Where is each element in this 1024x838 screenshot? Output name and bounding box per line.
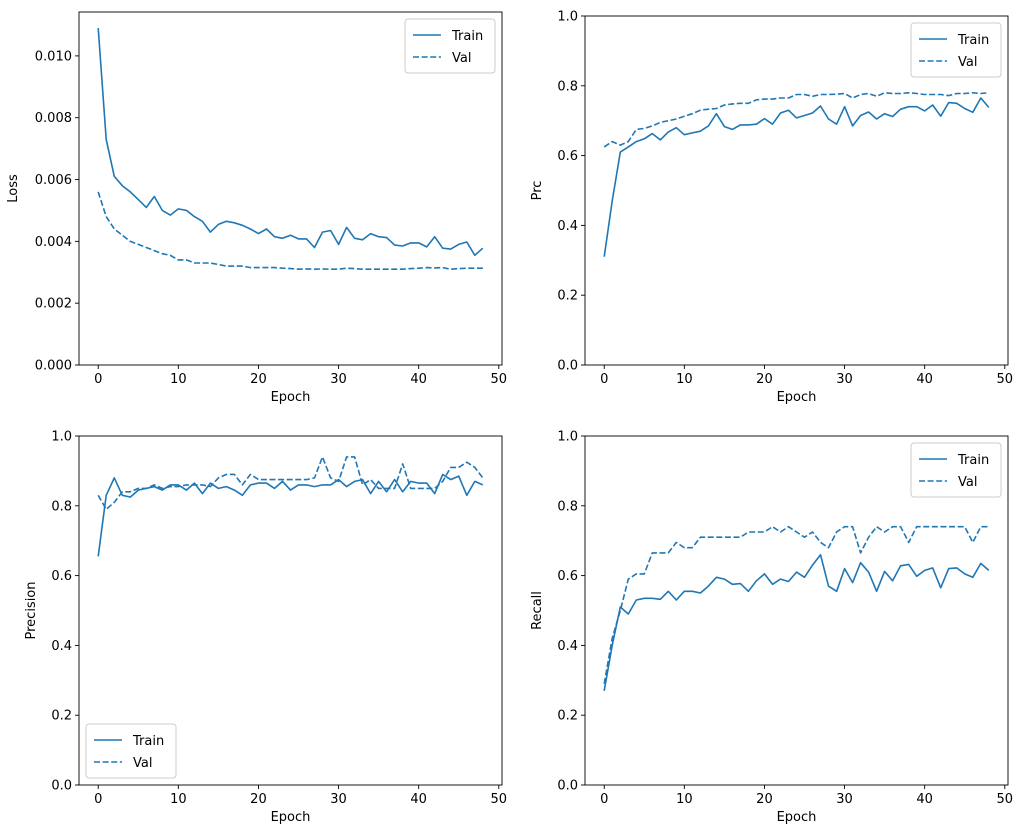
x-tick-label: 50 bbox=[491, 792, 508, 807]
legend-label-val: Val bbox=[133, 756, 152, 771]
legend-box bbox=[910, 442, 1002, 498]
series-line-val bbox=[603, 525, 989, 684]
x-tick-label: 40 bbox=[410, 792, 427, 807]
y-tick-label: 0.4 bbox=[557, 639, 578, 654]
x-tick-label: 50 bbox=[491, 372, 508, 387]
series-line-train bbox=[603, 553, 990, 691]
x-tick-label: 10 bbox=[676, 372, 693, 387]
y-tick-label: 0.2 bbox=[51, 709, 72, 724]
x-tick-label: 0 bbox=[94, 792, 102, 807]
axes-frame bbox=[584, 15, 1009, 366]
y-tick-label: 0.4 bbox=[557, 219, 578, 234]
x-tick-label: 50 bbox=[997, 372, 1014, 387]
x-tick-label: 20 bbox=[250, 792, 267, 807]
x-tick-label: 20 bbox=[756, 372, 773, 387]
legend: Train Val bbox=[85, 723, 177, 779]
series-line-val bbox=[603, 92, 989, 148]
x-tick-label: 10 bbox=[676, 792, 693, 807]
axes-frame bbox=[584, 435, 1009, 786]
y-axis-label: Recall bbox=[530, 591, 545, 630]
x-tick-label: 0 bbox=[600, 792, 608, 807]
x-axis-label: Epoch bbox=[777, 810, 817, 825]
series-line-train bbox=[603, 97, 990, 257]
legend-box bbox=[404, 18, 496, 74]
y-tick-label: 0.002 bbox=[35, 297, 72, 312]
series-line-val bbox=[97, 191, 483, 271]
x-tick-label: 40 bbox=[916, 792, 933, 807]
x-tick-label: 50 bbox=[997, 792, 1014, 807]
y-tick-label: 0.006 bbox=[35, 173, 72, 188]
x-axis-label: Epoch bbox=[271, 390, 311, 405]
x-tick-label: 30 bbox=[330, 792, 347, 807]
legend-box bbox=[910, 22, 1002, 78]
axes-frame bbox=[78, 435, 503, 786]
subplot-prc: 0 10 20 30 40 50 0.0 0.2 0.4 0.6 0.8 1.0 Epoch Prc Tra… bbox=[530, 10, 1013, 406]
y-tick-label: 0.6 bbox=[557, 149, 578, 164]
y-tick-label: 0.0 bbox=[51, 779, 72, 794]
y-tick-label: 1.0 bbox=[557, 10, 578, 25]
series-line-val bbox=[97, 456, 484, 511]
legend-label-train: Train bbox=[957, 33, 989, 48]
legend-label-val: Val bbox=[452, 51, 471, 66]
x-tick-label: 10 bbox=[170, 792, 187, 807]
legend-label-train: Train bbox=[957, 453, 989, 468]
legend-label-train: Train bbox=[451, 29, 483, 44]
x-axis-label: Epoch bbox=[271, 810, 311, 825]
y-tick-label: 0.2 bbox=[557, 709, 578, 724]
y-axis-label: Prc bbox=[530, 181, 545, 201]
x-tick-label: 0 bbox=[94, 372, 102, 387]
y-tick-label: 0.0 bbox=[557, 779, 578, 794]
x-axis-label: Epoch bbox=[777, 390, 817, 405]
legend-label-val: Val bbox=[958, 55, 977, 70]
y-tick-label: 0.000 bbox=[35, 359, 72, 374]
legend-label-val: Val bbox=[958, 475, 977, 490]
y-tick-label: 0.6 bbox=[51, 569, 72, 584]
legend: Train Val bbox=[404, 18, 496, 74]
x-tick-label: 30 bbox=[330, 372, 347, 387]
x-tick-label: 10 bbox=[170, 372, 187, 387]
y-tick-label: 0.2 bbox=[557, 289, 578, 304]
x-tick-label: 40 bbox=[410, 372, 427, 387]
y-tick-label: 0.008 bbox=[35, 111, 72, 126]
x-tick-label: 40 bbox=[916, 372, 933, 387]
series-line-train bbox=[97, 28, 484, 257]
legend: Train Val bbox=[910, 22, 1002, 78]
y-tick-label: 0.4 bbox=[51, 639, 72, 654]
x-tick-label: 30 bbox=[836, 792, 853, 807]
subplot-loss: 0 10 20 30 40 50 0.000 0.002 0.004 0.006 0.008 0.01… bbox=[6, 11, 508, 405]
y-tick-label: 1.0 bbox=[557, 430, 578, 445]
y-tick-label: 0.8 bbox=[557, 79, 578, 94]
x-tick-label: 30 bbox=[836, 372, 853, 387]
y-tick-label: 0.004 bbox=[35, 235, 72, 250]
y-axis-label: Loss bbox=[6, 174, 21, 203]
y-tick-label: 0.0 bbox=[557, 359, 578, 374]
y-axis-label: Precision bbox=[24, 581, 39, 639]
subplot-precision: 0 10 20 30 40 50 0.0 0.2 0.4 0.6 0.8 1.0 Epoch Precis… bbox=[24, 430, 507, 826]
y-tick-label: 0.8 bbox=[557, 499, 578, 514]
x-tick-label: 20 bbox=[250, 372, 267, 387]
x-tick-label: 20 bbox=[756, 792, 773, 807]
y-tick-label: 0.6 bbox=[557, 569, 578, 584]
x-tick-label: 0 bbox=[600, 372, 608, 387]
legend-label-train: Train bbox=[132, 734, 164, 749]
y-tick-label: 0.8 bbox=[51, 499, 72, 514]
subplot-recall: 0 10 20 30 40 50 0.0 0.2 0.4 0.6 0.8 1.0 Epoch Recall… bbox=[530, 430, 1013, 826]
y-tick-label: 1.0 bbox=[51, 430, 72, 445]
legend: Train Val bbox=[910, 442, 1002, 498]
series-line-train bbox=[97, 473, 484, 557]
y-tick-label: 0.010 bbox=[35, 49, 72, 64]
legend-box bbox=[85, 723, 177, 779]
axes-frame bbox=[78, 11, 503, 366]
